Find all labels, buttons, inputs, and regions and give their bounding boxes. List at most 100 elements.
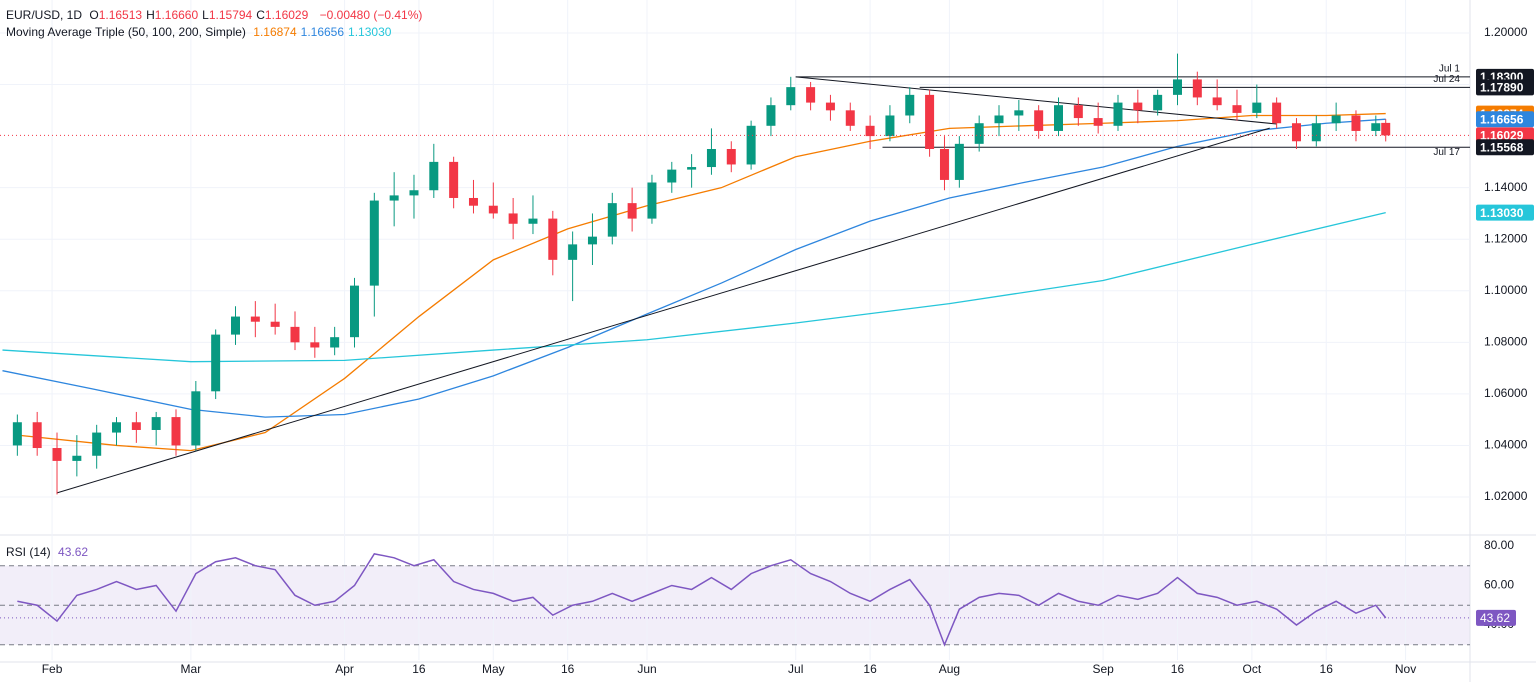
- candle-body: [1311, 123, 1321, 142]
- candle-body: [1381, 122, 1391, 136]
- rsi-line: [17, 553, 1387, 647]
- candle-body: [211, 334, 221, 392]
- candle-body: [409, 190, 419, 196]
- indicator-name: Moving Average Triple (50, 100, 200, Sim…: [6, 25, 246, 39]
- candle-body: [1272, 102, 1282, 124]
- candle-body: [825, 102, 835, 111]
- ohlc-value: 1.16513: [98, 8, 143, 22]
- candle-body: [508, 213, 518, 224]
- candle-body: [449, 161, 459, 198]
- price-label: 1.15568: [1480, 140, 1524, 154]
- rsi-header: RSI (14) 43.62: [6, 545, 92, 559]
- level-label: Jul 24: [1433, 74, 1460, 85]
- candle-body: [726, 148, 736, 165]
- candle-body: [1073, 105, 1083, 119]
- candle-body: [786, 87, 796, 106]
- candle-body: [1331, 115, 1341, 124]
- candle-body: [627, 203, 637, 219]
- y-tick-label: 1.02000: [1484, 489, 1528, 503]
- candle-body: [1172, 79, 1182, 95]
- candle-body: [330, 337, 340, 348]
- candle-body: [429, 161, 439, 191]
- level-label: Jul 17: [1433, 147, 1460, 158]
- rsi-tick-label: 60.00: [1484, 578, 1514, 592]
- x-tick-label: Jul: [788, 662, 803, 676]
- candle-body: [845, 110, 855, 126]
- candle-body: [1053, 105, 1063, 131]
- candle-body: [1093, 118, 1103, 126]
- x-tick-label: Apr: [335, 662, 354, 676]
- candle-body: [72, 455, 82, 461]
- candle-body: [587, 236, 597, 245]
- candle-body: [548, 218, 558, 260]
- candle-body: [1351, 115, 1361, 131]
- ohlc-value: 1.16660: [154, 8, 199, 22]
- candle-body: [1232, 105, 1242, 113]
- moving-average: [2, 212, 1386, 363]
- price-label-box: [1476, 139, 1534, 156]
- rsi-tick-label: 80.00: [1484, 538, 1514, 552]
- candle-body: [954, 143, 964, 180]
- price-label: 1.13030: [1480, 206, 1524, 220]
- candle-body: [925, 94, 935, 149]
- candle-body: [112, 422, 122, 433]
- candle-body: [706, 148, 716, 168]
- candle-body: [92, 432, 102, 456]
- y-tick-label: 1.14000: [1484, 180, 1528, 194]
- x-tick-label: Oct: [1243, 662, 1262, 676]
- x-tick-label: Jun: [637, 662, 656, 676]
- trendline: [795, 76, 1277, 125]
- x-tick-label: Aug: [939, 662, 960, 676]
- price-label-box: [1476, 111, 1534, 128]
- ma-value: 1.13030: [348, 25, 392, 39]
- x-tick-label: May: [482, 662, 505, 676]
- rsi-current-label: 43.62: [1480, 611, 1510, 625]
- price-label: 1.16656: [1480, 112, 1524, 126]
- candle-body: [994, 115, 1004, 124]
- rsi-current: 43.62: [58, 545, 89, 559]
- candle-body: [1252, 102, 1262, 113]
- x-tick-label: Nov: [1395, 662, 1416, 676]
- candle-body: [974, 123, 984, 144]
- candle-body: [310, 342, 320, 348]
- candle-body: [939, 148, 949, 180]
- candle-body: [369, 200, 379, 286]
- ma-value: 1.16656: [300, 25, 345, 39]
- y-tick-label: 1.10000: [1484, 283, 1528, 297]
- trendline: [56, 127, 1270, 494]
- candle-body: [270, 321, 280, 327]
- candle-body: [806, 87, 816, 103]
- moving-average: [17, 112, 1386, 452]
- candle-body: [885, 115, 895, 137]
- candle-body: [389, 195, 399, 201]
- moving-average: [2, 118, 1386, 418]
- candle-body: [687, 167, 697, 170]
- candle-body: [528, 218, 538, 224]
- candle-body: [349, 285, 359, 338]
- candle-body: [1113, 102, 1123, 126]
- x-tick-label: 16: [412, 662, 426, 676]
- candle-body: [151, 417, 161, 430]
- candle-body: [488, 205, 498, 214]
- candle-body: [647, 182, 657, 219]
- candle-body: [191, 391, 201, 446]
- price-label: 1.17890: [1480, 81, 1524, 95]
- candle-body: [766, 105, 776, 126]
- candle-body: [171, 417, 181, 446]
- candle-body: [746, 125, 756, 165]
- y-tick-label: 1.04000: [1484, 438, 1528, 452]
- y-tick-label: 1.20000: [1484, 25, 1528, 39]
- x-tick-label: 16: [1320, 662, 1334, 676]
- candle-body: [32, 422, 42, 449]
- x-tick-label: Feb: [42, 662, 63, 676]
- candle-body: [230, 316, 240, 335]
- price-label-box: [1476, 204, 1534, 221]
- candle-body: [468, 197, 478, 206]
- candle-body: [1371, 123, 1381, 131]
- ohlc-key: O: [89, 8, 99, 22]
- candle-body: [250, 316, 260, 322]
- y-tick-label: 1.06000: [1484, 386, 1528, 400]
- candle-body: [568, 244, 578, 260]
